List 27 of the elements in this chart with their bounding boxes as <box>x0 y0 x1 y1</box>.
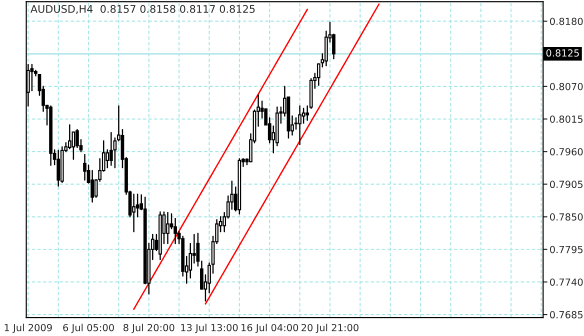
y-tick-label: 0.7795 <box>550 246 583 254</box>
candlestick <box>56 150 60 187</box>
candlestick <box>166 212 170 244</box>
y-tick-label: 0.8070 <box>550 82 583 90</box>
chart-title: AUDUSD,H4 0.8157 0.8158 0.8117 0.8125 <box>30 5 255 14</box>
y-tick-label: 0.8180 <box>550 18 583 26</box>
candlestick <box>106 149 110 168</box>
ref-line-label: 0.8125 <box>546 49 579 57</box>
candlestick <box>196 232 200 267</box>
y-tick-label: 0.7960 <box>550 148 583 156</box>
candlestick <box>132 194 136 232</box>
x-tick-label: 8 Jul 20:00 <box>123 324 174 334</box>
y-tick-label: 0.8015 <box>550 115 583 123</box>
x-tick-label: 20 Jul 21:00 <box>302 324 358 334</box>
x-tick-label: 16 Jul 04:00 <box>242 324 298 334</box>
candlestick <box>109 132 113 166</box>
x-tick-label: 6 Jul 05:00 <box>63 324 114 334</box>
y-tick-label: 0.7740 <box>550 278 583 286</box>
candlestick <box>298 105 302 146</box>
y-tick-label: 0.7850 <box>550 213 583 221</box>
x-tick-label: 13 Jul 13:00 <box>181 324 238 334</box>
x-tick-label: 1 Jul 2009 <box>4 324 52 334</box>
candlestick <box>83 154 86 181</box>
y-tick-label: 0.7685 <box>550 311 583 318</box>
candlestick <box>76 129 79 148</box>
candlestick <box>174 218 177 244</box>
y-tick-label: 0.7905 <box>550 180 583 188</box>
